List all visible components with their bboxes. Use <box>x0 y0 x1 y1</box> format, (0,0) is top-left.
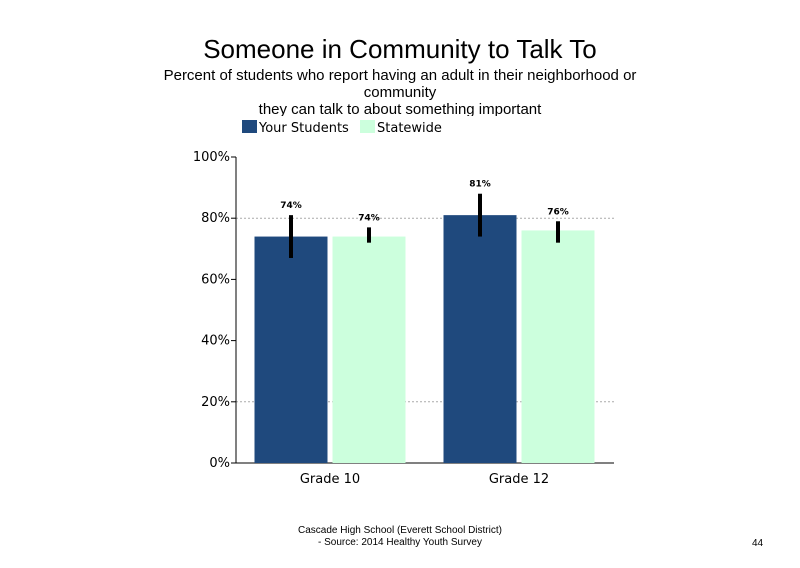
x-category-label: Grade 10 <box>300 472 360 487</box>
chart-subtitle: Percent of students who report having an… <box>163 67 637 116</box>
source-note: Cascade High School (Everett School Dist… <box>250 525 550 549</box>
y-tick-label: 100% <box>193 150 230 165</box>
y-tick-label: 0% <box>209 456 230 471</box>
y-tick-label: 80% <box>201 211 230 226</box>
page-number: 44 <box>752 538 764 549</box>
legend-swatch <box>360 120 375 133</box>
y-tick-label: 20% <box>201 395 230 410</box>
data-label: 76% <box>547 207 569 217</box>
source-survey: - Source: 2014 Healthy Youth Survey <box>318 537 482 548</box>
legend-swatch <box>242 120 257 133</box>
source-school: Cascade High School (Everett School Dist… <box>298 525 502 536</box>
bar-your-students-0 <box>254 236 328 463</box>
legend-label: Statewide <box>377 121 442 136</box>
y-tick-label: 60% <box>201 272 230 287</box>
data-label: 81% <box>469 180 491 190</box>
y-tick-label: 40% <box>201 334 230 349</box>
bar-statewide-0 <box>332 236 406 463</box>
data-label: 74% <box>280 201 302 211</box>
bar-your-students-1 <box>443 215 517 463</box>
data-label: 74% <box>358 213 380 223</box>
x-category-label: Grade 12 <box>489 472 549 487</box>
bar-statewide-1 <box>521 230 595 463</box>
legend-label: Your Students <box>258 121 349 136</box>
chart-title: Someone in Community to Talk To <box>203 34 597 64</box>
